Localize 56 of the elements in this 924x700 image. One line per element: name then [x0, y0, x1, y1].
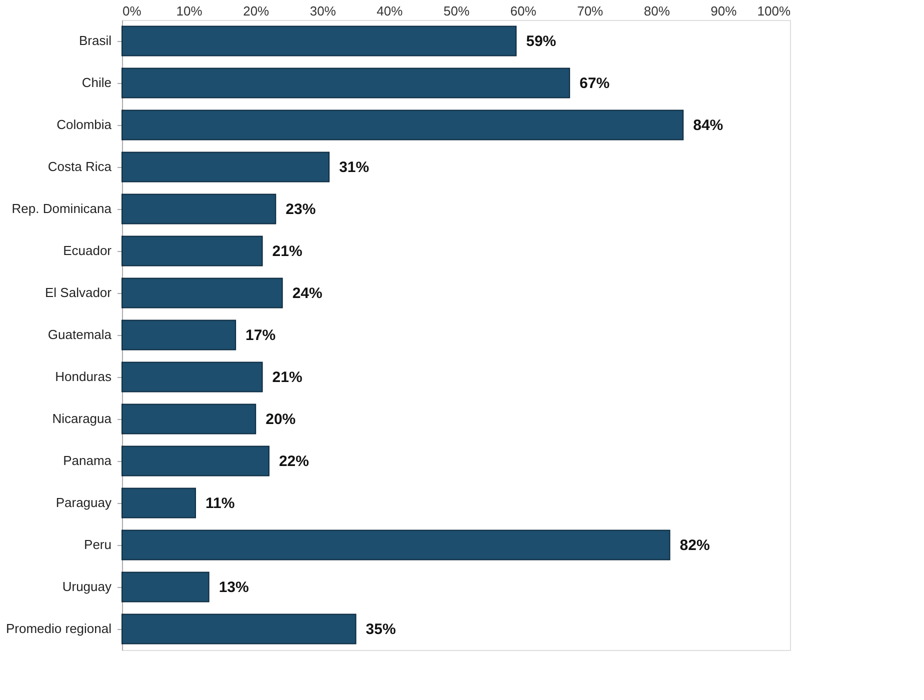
x-tick-label: 30%	[310, 4, 336, 18]
y-tick-label: Promedio regional	[6, 621, 112, 636]
x-tick-label: 70%	[577, 4, 604, 18]
data-label: 20%	[266, 411, 296, 428]
y-tick-label: Uruguay	[62, 579, 112, 594]
data-label: 31%	[339, 159, 370, 176]
data-label: 21%	[272, 243, 302, 260]
bar	[122, 278, 283, 308]
y-tick-label: Colombia	[56, 117, 112, 132]
bar	[122, 488, 196, 518]
data-label: 13%	[218, 579, 249, 596]
data-label: 21%	[272, 369, 302, 386]
y-tick-label: Honduras	[55, 369, 112, 384]
x-tick-label: 100%	[757, 4, 791, 18]
data-label: 84%	[693, 117, 724, 134]
bar	[122, 26, 517, 56]
data-label: 35%	[366, 621, 396, 638]
y-tick-label: Nicaragua	[52, 411, 112, 426]
bar	[122, 320, 236, 350]
bar	[122, 404, 256, 434]
x-tick-label: 80%	[644, 4, 670, 18]
bar	[122, 614, 356, 644]
bar	[122, 68, 570, 98]
data-label: 59%	[526, 33, 556, 50]
y-tick-label: Costa Rica	[48, 159, 112, 174]
x-tick-label: 60%	[510, 4, 537, 18]
x-tick-label: 20%	[243, 4, 270, 18]
bar	[122, 572, 210, 602]
data-label: 11%	[205, 495, 235, 512]
y-tick-label: Guatemala	[48, 327, 112, 342]
bar	[122, 446, 270, 476]
bar	[122, 530, 670, 560]
y-tick-label: Panama	[63, 453, 112, 468]
x-tick-label: 40%	[376, 4, 404, 18]
bar	[122, 236, 263, 266]
y-tick-label: Paraguay	[56, 495, 112, 510]
x-tick-label: 10%	[176, 4, 203, 18]
y-tick-label: El Salvador	[45, 285, 112, 300]
x-tick-label: 90%	[710, 4, 738, 18]
data-label: 17%	[246, 327, 276, 344]
data-label: 24%	[292, 285, 322, 302]
bar	[122, 362, 263, 392]
y-tick-label: Peru	[84, 537, 112, 552]
y-tick-label: Rep. Dominicana	[12, 201, 112, 216]
y-tick-label: Chile	[82, 75, 112, 90]
y-tick-label: Ecuador	[63, 243, 112, 258]
bar	[122, 110, 684, 140]
bar	[122, 152, 330, 182]
data-label: 67%	[580, 75, 610, 92]
data-label: 82%	[680, 537, 710, 554]
data-label: 23%	[286, 201, 316, 218]
x-tick-label: 0%	[122, 4, 142, 18]
x-tick-label: 50%	[443, 4, 470, 18]
data-label: 22%	[278, 453, 309, 470]
bar	[122, 194, 276, 224]
y-tick-label: Brasil	[78, 33, 112, 48]
